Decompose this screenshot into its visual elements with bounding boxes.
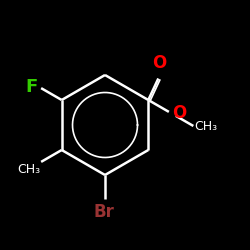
Text: CH₃: CH₃	[17, 163, 40, 176]
Text: O: O	[152, 54, 167, 72]
Text: F: F	[25, 78, 38, 96]
Text: O: O	[172, 104, 187, 122]
Text: Br: Br	[93, 203, 114, 221]
Text: CH₃: CH₃	[194, 120, 218, 133]
